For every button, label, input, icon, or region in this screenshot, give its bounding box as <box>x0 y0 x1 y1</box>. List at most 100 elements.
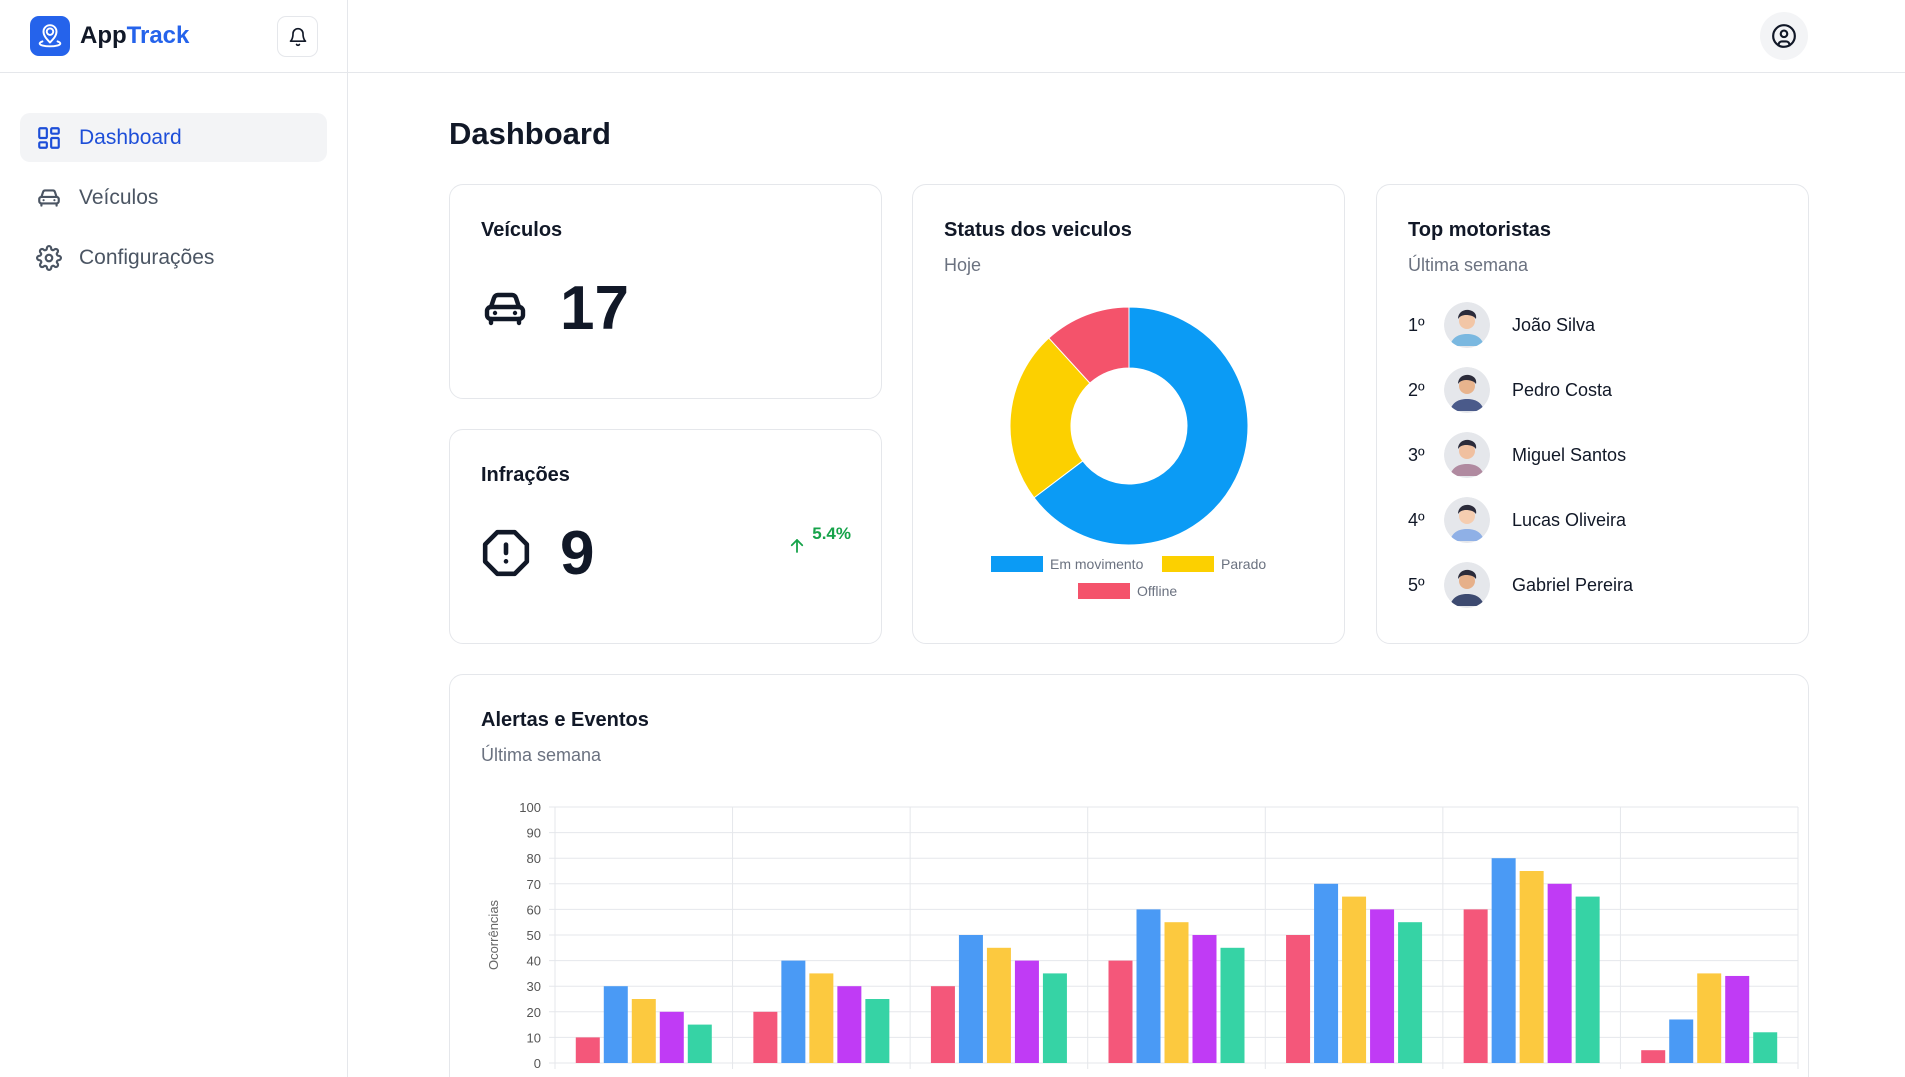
legend-swatch <box>1162 556 1214 572</box>
bar[interactable] <box>603 986 628 1063</box>
donut-slice-moving[interactable] <box>1033 306 1249 546</box>
bar[interactable] <box>1014 960 1039 1063</box>
bar[interactable] <box>958 935 983 1063</box>
bar[interactable] <box>1725 975 1750 1063</box>
bar[interactable] <box>837 986 862 1063</box>
driver-row[interactable]: 2º Pedro Costa <box>1408 366 1612 414</box>
alerts-bar-chart: 0 10 20 30 40 50 60 70 80 90 100 Ocorrências <box>486 800 1799 1071</box>
infractions-count: 9 <box>560 519 595 588</box>
bar[interactable] <box>865 999 890 1063</box>
brand-row: AppTrack <box>0 0 347 73</box>
y-tick-label: 60 <box>527 902 541 917</box>
legend-label: Em movimento <box>1050 556 1144 572</box>
driver-row[interactable]: 4º Lucas Oliveira <box>1408 496 1626 544</box>
bar[interactable] <box>1314 883 1339 1063</box>
avatar <box>1444 497 1490 543</box>
bar[interactable] <box>1519 871 1544 1063</box>
bar[interactable] <box>1192 935 1217 1063</box>
y-tick-label: 90 <box>527 826 541 841</box>
driver-row[interactable]: 3º Miguel Santos <box>1408 431 1626 479</box>
driver-row[interactable]: 1º João Silva <box>1408 301 1595 349</box>
bar[interactable] <box>1136 909 1161 1063</box>
legend-label: Parado <box>1221 556 1267 572</box>
top-bar <box>348 0 1905 73</box>
vehicles-card: Veículos 17 <box>449 184 882 399</box>
bar[interactable] <box>986 947 1011 1063</box>
bar[interactable] <box>1398 922 1423 1063</box>
brand-main: App <box>80 22 127 49</box>
bar[interactable] <box>1220 947 1245 1063</box>
donut-slice-parked[interactable] <box>1009 337 1091 499</box>
notifications-button[interactable] <box>277 16 318 57</box>
bell-icon <box>289 27 306 46</box>
bar[interactable] <box>1697 973 1722 1063</box>
legend-swatch <box>1078 583 1130 599</box>
dashboard-grid-icon <box>35 124 63 152</box>
bar[interactable] <box>1463 909 1488 1063</box>
bar[interactable] <box>1042 973 1067 1063</box>
bar[interactable] <box>1286 935 1311 1063</box>
sidebar: AppTrack Dashboard <box>0 0 348 1077</box>
arrow-up-icon <box>791 539 804 553</box>
avatar <box>1444 432 1490 478</box>
driver-rank: 5º <box>1408 574 1425 595</box>
bar[interactable] <box>781 960 806 1063</box>
bar[interactable] <box>930 986 955 1063</box>
y-tick-label: 20 <box>527 1005 541 1020</box>
app-brand[interactable]: AppTrack <box>80 22 189 50</box>
bar[interactable] <box>1108 960 1133 1063</box>
status-card-title: Status dos veiculos <box>944 219 1132 241</box>
top-drivers-subtitle: Última semana <box>1408 255 1529 275</box>
sidebar-item-vehicles[interactable]: Veículos <box>20 173 327 222</box>
driver-rank: 1º <box>1408 314 1425 335</box>
bar[interactable] <box>1753 1032 1778 1063</box>
legend-swatch <box>991 556 1043 572</box>
donut-slice-offline[interactable] <box>1048 306 1130 384</box>
sidebar-item-label: Dashboard <box>79 125 182 149</box>
legend-item-moving[interactable]: Em movimento <box>991 556 1143 572</box>
gear-icon <box>35 244 63 272</box>
bar[interactable] <box>1669 1019 1694 1063</box>
infractions-card: Infrações 9 5.4% <box>449 429 882 644</box>
y-tick-label: 70 <box>527 877 541 892</box>
y-axis-label: Ocorrências <box>486 899 501 970</box>
legend-item-parked[interactable]: Parado <box>1162 556 1266 572</box>
legend-label: Offline <box>1137 583 1178 599</box>
y-tick-label: 10 <box>527 1030 541 1045</box>
driver-name: Pedro Costa <box>1512 379 1613 400</box>
top-drivers-card: Top motoristas Última semana 1º João Sil… <box>1376 184 1809 644</box>
infractions-card-title: Infrações <box>481 464 570 486</box>
legend-item-offline[interactable]: Offline <box>1078 583 1177 599</box>
sidebar-item-settings[interactable]: Configurações <box>20 233 327 282</box>
user-menu-button[interactable] <box>1760 12 1808 60</box>
status-donut-chart <box>1009 306 1249 546</box>
bar[interactable] <box>1641 1050 1666 1063</box>
bar[interactable] <box>809 973 834 1063</box>
bar[interactable] <box>1547 883 1572 1063</box>
driver-name: João Silva <box>1512 314 1596 335</box>
bar[interactable] <box>1164 922 1189 1063</box>
driver-row[interactable]: 5º Gabriel Pereira <box>1408 561 1633 609</box>
bar[interactable] <box>1370 909 1395 1063</box>
bar[interactable] <box>687 1024 712 1063</box>
y-tick-label: 80 <box>527 851 541 866</box>
driver-name: Miguel Santos <box>1512 444 1627 465</box>
bar[interactable] <box>1575 896 1600 1063</box>
bar[interactable] <box>575 1037 600 1063</box>
car-icon <box>481 285 529 338</box>
bar[interactable] <box>1491 858 1516 1063</box>
app-logo-icon[interactable] <box>30 16 70 56</box>
status-card-subtitle: Hoje <box>944 255 982 275</box>
bar[interactable] <box>631 999 656 1063</box>
user-circle-icon <box>1772 24 1796 48</box>
y-tick-label: 100 <box>519 800 541 815</box>
y-tick-label: 30 <box>527 979 541 994</box>
bar[interactable] <box>753 1011 778 1063</box>
top-drivers-title: Top motoristas <box>1408 219 1551 241</box>
sidebar-item-dashboard[interactable]: Dashboard <box>20 113 327 162</box>
bar[interactable] <box>1342 896 1367 1063</box>
driver-name: Lucas Oliveira <box>1512 509 1627 530</box>
y-tick-label: 50 <box>527 928 541 943</box>
alerts-card-title: Alertas e Eventos <box>481 709 649 731</box>
bar[interactable] <box>659 1011 684 1063</box>
